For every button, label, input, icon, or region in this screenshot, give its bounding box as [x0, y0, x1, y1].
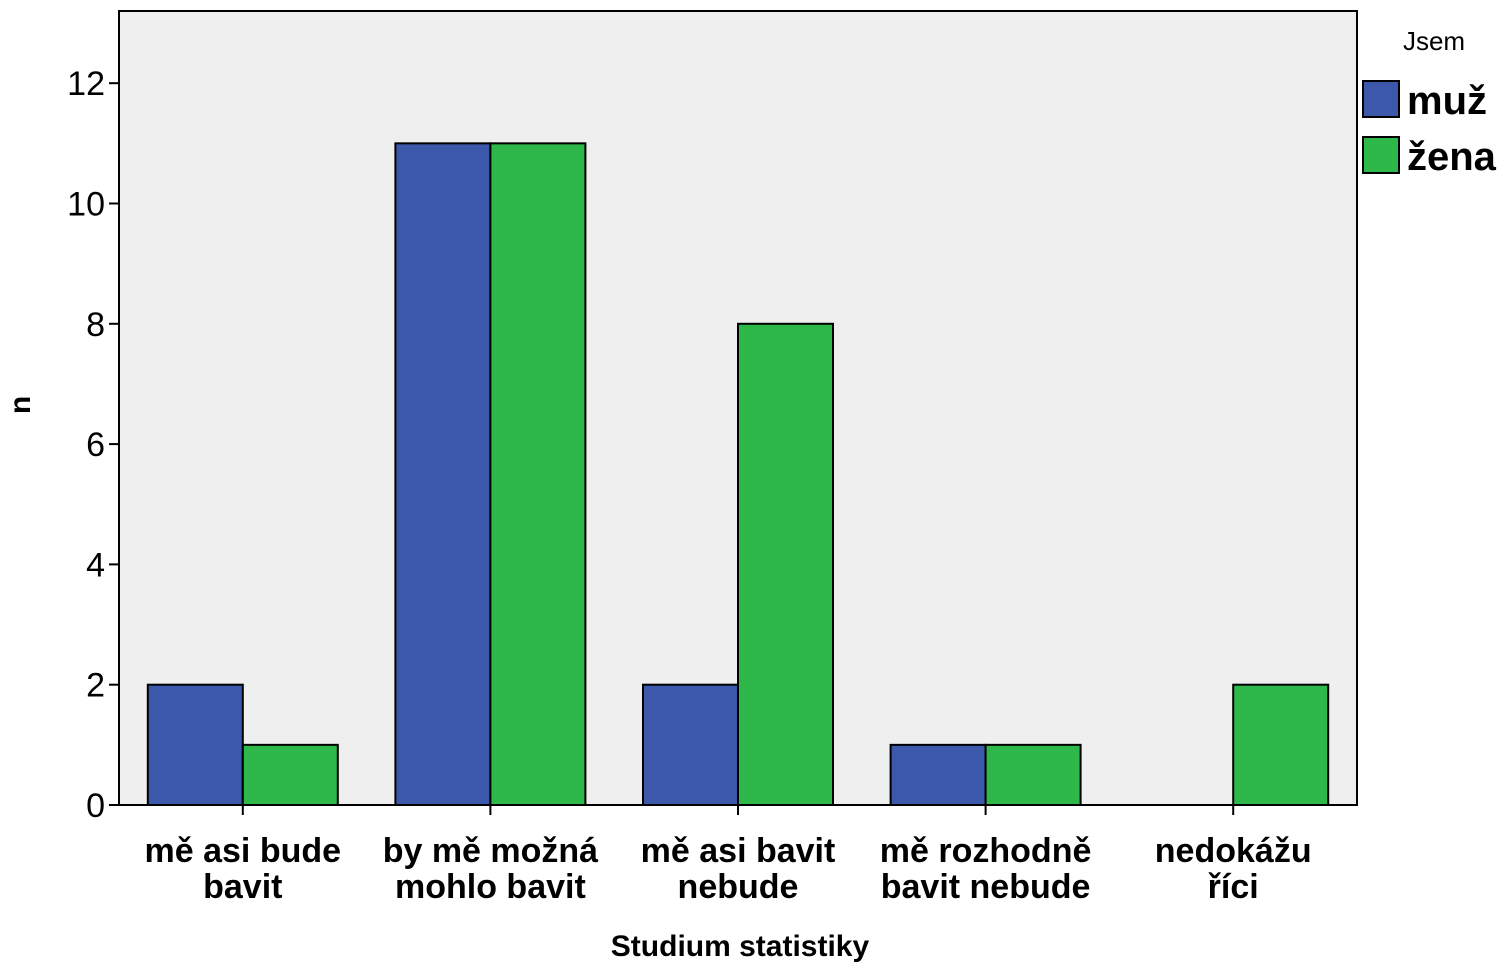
x-axis-title: Studium statistiky	[611, 930, 870, 963]
x-category-label: nebude	[678, 868, 799, 906]
legend-label: žena	[1407, 135, 1497, 179]
bar-zena	[984, 743, 1082, 807]
bar-zena	[489, 142, 587, 807]
x-category-label: mě asi bude	[145, 832, 342, 870]
x-category-label: mě rozhodně	[880, 832, 1092, 870]
y-tick-label: 4	[86, 546, 105, 584]
legend-swatch	[1362, 136, 1400, 174]
x-category-label: bavit	[203, 868, 282, 906]
x-category-label: by mě možná	[383, 832, 598, 870]
bar-muz	[889, 743, 987, 807]
legend: Jsem muž žena	[1362, 26, 1497, 179]
bar-muz	[642, 683, 739, 806]
bar-zena	[1232, 683, 1330, 806]
y-tick-label: 12	[67, 65, 105, 103]
x-category-label: bavit nebude	[881, 868, 1091, 906]
y-tick-label: 10	[67, 185, 105, 223]
y-axis-title: n	[4, 396, 37, 414]
legend-title: Jsem	[1403, 26, 1465, 56]
bar-zena	[241, 743, 339, 807]
bar-muz	[394, 142, 492, 807]
x-category-label: mohlo bavit	[395, 868, 586, 906]
bars	[146, 142, 1330, 807]
y-tick-label: 2	[86, 667, 105, 705]
y-tick-label: 8	[86, 306, 105, 344]
x-category-label: říci	[1208, 868, 1259, 906]
y-tick-label: 6	[86, 426, 105, 464]
x-category-label: mě asi bavit	[641, 832, 836, 870]
bar-muz	[146, 683, 244, 806]
bar-zena	[737, 322, 834, 806]
legend-swatch	[1362, 80, 1400, 118]
y-tick-label: 0	[86, 787, 105, 825]
x-category-label: nedokážu	[1155, 832, 1312, 870]
legend-label: muž	[1407, 79, 1487, 123]
y-axis: 0 2 4 6 8 10 12	[67, 65, 119, 825]
